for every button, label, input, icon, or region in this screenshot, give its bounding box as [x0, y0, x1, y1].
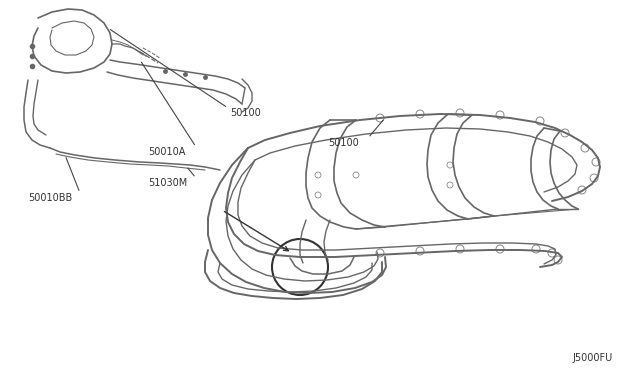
Text: 51030M: 51030M [148, 178, 188, 188]
Text: 50010A: 50010A [148, 147, 186, 157]
Text: 50100: 50100 [230, 108, 260, 118]
Text: J5000FU: J5000FU [572, 353, 612, 363]
Text: 50010BB: 50010BB [28, 193, 72, 203]
Text: 50100: 50100 [328, 138, 359, 148]
